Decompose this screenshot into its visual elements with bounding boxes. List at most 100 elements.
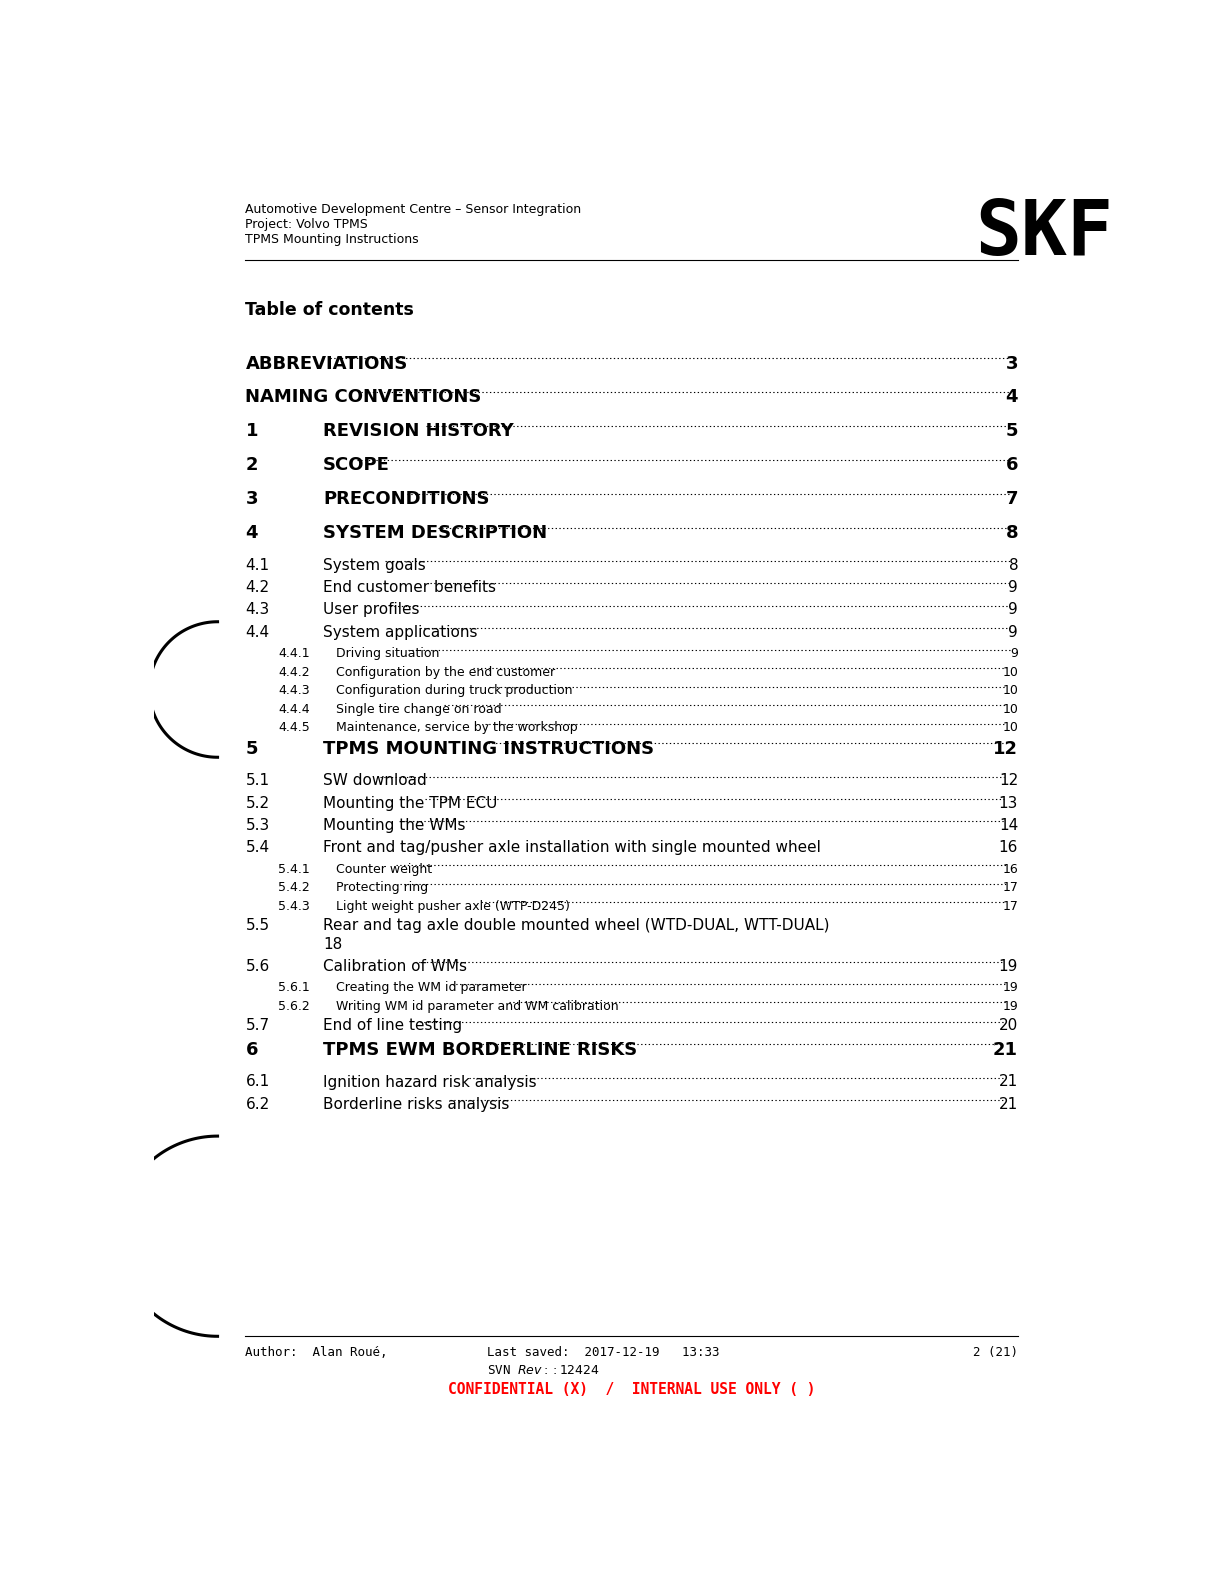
Text: 4.3: 4.3	[245, 603, 270, 617]
Text: 4.1: 4.1	[245, 558, 270, 573]
Text: 4: 4	[1005, 389, 1018, 406]
Text: TPMS EWM BORDERLINE RISKS: TPMS EWM BORDERLINE RISKS	[323, 1041, 637, 1058]
Text: 12: 12	[999, 773, 1018, 789]
Text: TPMS Mounting Instructions: TPMS Mounting Instructions	[245, 233, 419, 246]
Text: Configuration by the end customer: Configuration by the end customer	[336, 666, 556, 679]
Text: 5.3: 5.3	[245, 817, 270, 833]
Text: 19: 19	[999, 959, 1018, 973]
Text: 6: 6	[245, 1041, 257, 1058]
Text: Ignition hazard risk analysis: Ignition hazard risk analysis	[323, 1074, 537, 1090]
Text: Automotive Development Centre – Sensor Integration: Automotive Development Centre – Sensor I…	[245, 203, 582, 216]
Text: 9: 9	[1010, 647, 1018, 660]
Text: Rear and tag axle double mounted wheel (WTD-DUAL, WTT-DUAL): Rear and tag axle double mounted wheel (…	[323, 918, 829, 934]
Text: 2 (21): 2 (21)	[973, 1347, 1018, 1359]
Text: 14: 14	[999, 817, 1018, 833]
Text: Mounting the WMs: Mounting the WMs	[323, 817, 466, 833]
Text: 5: 5	[245, 740, 257, 758]
Text: Calibration of WMs: Calibration of WMs	[323, 959, 467, 973]
Text: 10: 10	[1003, 702, 1018, 715]
Text: TPMS MOUNTING INSTRUCTIONS: TPMS MOUNTING INSTRUCTIONS	[323, 740, 654, 758]
Text: 5.4: 5.4	[245, 841, 270, 855]
Text: Light weight pusher axle (WTP-D245): Light weight pusher axle (WTP-D245)	[336, 899, 570, 912]
Text: 5.6.1: 5.6.1	[278, 981, 309, 994]
Text: Last saved:  2017-12-19   13:33: Last saved: 2017-12-19 13:33	[487, 1347, 719, 1359]
Text: SKF: SKF	[976, 197, 1114, 271]
Text: 3: 3	[245, 490, 257, 509]
Text: SVN $Rev::  12424                    $: SVN $Rev:: 12424 $	[487, 1364, 600, 1377]
Text: Protecting ring: Protecting ring	[336, 882, 429, 895]
Text: 5.7: 5.7	[245, 1019, 270, 1033]
Text: Mounting the TPM ECU: Mounting the TPM ECU	[323, 795, 498, 811]
Text: 16: 16	[999, 841, 1018, 855]
Text: Table of contents: Table of contents	[245, 301, 414, 318]
Text: Borderline risks analysis: Borderline risks analysis	[323, 1096, 509, 1112]
Text: Front and tag/pusher axle installation with single mounted wheel: Front and tag/pusher axle installation w…	[323, 841, 821, 855]
Text: System goals: System goals	[323, 558, 426, 573]
Text: 5.5: 5.5	[245, 918, 270, 934]
Text: 4.4.1: 4.4.1	[278, 647, 309, 660]
Text: 7: 7	[1005, 490, 1018, 509]
Text: SYSTEM DESCRIPTION: SYSTEM DESCRIPTION	[323, 524, 547, 542]
Text: CONFIDENTIAL (X)  /  INTERNAL USE ONLY ( ): CONFIDENTIAL (X) / INTERNAL USE ONLY ( )	[447, 1383, 816, 1397]
Text: 10: 10	[1003, 721, 1018, 734]
Text: 4: 4	[245, 524, 257, 542]
Text: PRECONDITIONS: PRECONDITIONS	[323, 490, 489, 509]
Text: Driving situation: Driving situation	[336, 647, 440, 660]
Text: Author:  Alan Roué,: Author: Alan Roué,	[245, 1347, 388, 1359]
Text: SW download: SW download	[323, 773, 426, 789]
Text: Single tire change on road: Single tire change on road	[336, 702, 501, 715]
Text: 5.4.2: 5.4.2	[278, 882, 309, 895]
Text: 19: 19	[1003, 981, 1018, 994]
Text: Counter weight: Counter weight	[336, 863, 432, 876]
Text: 5.6.2: 5.6.2	[278, 1000, 309, 1013]
Text: 8: 8	[1005, 524, 1018, 542]
Text: 1: 1	[245, 422, 257, 441]
Text: End customer benefits: End customer benefits	[323, 580, 496, 595]
Text: 5.1: 5.1	[245, 773, 270, 789]
Text: 16: 16	[1003, 863, 1018, 876]
Text: 8: 8	[1009, 558, 1018, 573]
Text: 6: 6	[1005, 457, 1018, 474]
Text: 10: 10	[1003, 684, 1018, 698]
Text: 17: 17	[1003, 899, 1018, 912]
Text: 5.6: 5.6	[245, 959, 270, 973]
Text: ABBREVIATIONS: ABBREVIATIONS	[245, 354, 408, 373]
Text: 4.4.5: 4.4.5	[278, 721, 309, 734]
Text: 4.4.2: 4.4.2	[278, 666, 309, 679]
Text: 5.4.3: 5.4.3	[278, 899, 309, 912]
Text: End of line testing: End of line testing	[323, 1019, 462, 1033]
Text: 21: 21	[999, 1096, 1018, 1112]
Text: 13: 13	[999, 795, 1018, 811]
Text: 12: 12	[993, 740, 1018, 758]
Text: 2: 2	[245, 457, 257, 474]
Text: Writing WM id parameter and WM calibration: Writing WM id parameter and WM calibrati…	[336, 1000, 618, 1013]
Text: 5: 5	[1005, 422, 1018, 441]
Text: Maintenance, service by the workshop: Maintenance, service by the workshop	[336, 721, 578, 734]
Text: System applications: System applications	[323, 625, 478, 639]
Text: 10: 10	[1003, 666, 1018, 679]
Text: 18: 18	[323, 937, 342, 953]
Text: 5.2: 5.2	[245, 795, 270, 811]
Text: Creating the WM id parameter: Creating the WM id parameter	[336, 981, 527, 994]
Text: 4.2: 4.2	[245, 580, 270, 595]
Text: 21: 21	[993, 1041, 1018, 1058]
Text: 4.4.4: 4.4.4	[278, 702, 309, 715]
Text: 17: 17	[1003, 882, 1018, 895]
Text: 3: 3	[1005, 354, 1018, 373]
Text: Project: Volvo TPMS: Project: Volvo TPMS	[245, 219, 368, 232]
Text: NAMING CONVENTIONS: NAMING CONVENTIONS	[245, 389, 482, 406]
Text: 6.2: 6.2	[245, 1096, 270, 1112]
Text: User profiles: User profiles	[323, 603, 419, 617]
Text: 9: 9	[1008, 625, 1018, 639]
Text: 5.4.1: 5.4.1	[278, 863, 309, 876]
Text: 4.4.3: 4.4.3	[278, 684, 309, 698]
Text: SCOPE: SCOPE	[323, 457, 389, 474]
Text: 20: 20	[999, 1019, 1018, 1033]
Text: Configuration during truck production: Configuration during truck production	[336, 684, 573, 698]
Text: 19: 19	[1003, 1000, 1018, 1013]
Text: 4.4: 4.4	[245, 625, 270, 639]
Text: REVISION HISTORY: REVISION HISTORY	[323, 422, 514, 441]
Text: 9: 9	[1008, 580, 1018, 595]
Text: 6.1: 6.1	[245, 1074, 270, 1090]
Text: 21: 21	[999, 1074, 1018, 1090]
